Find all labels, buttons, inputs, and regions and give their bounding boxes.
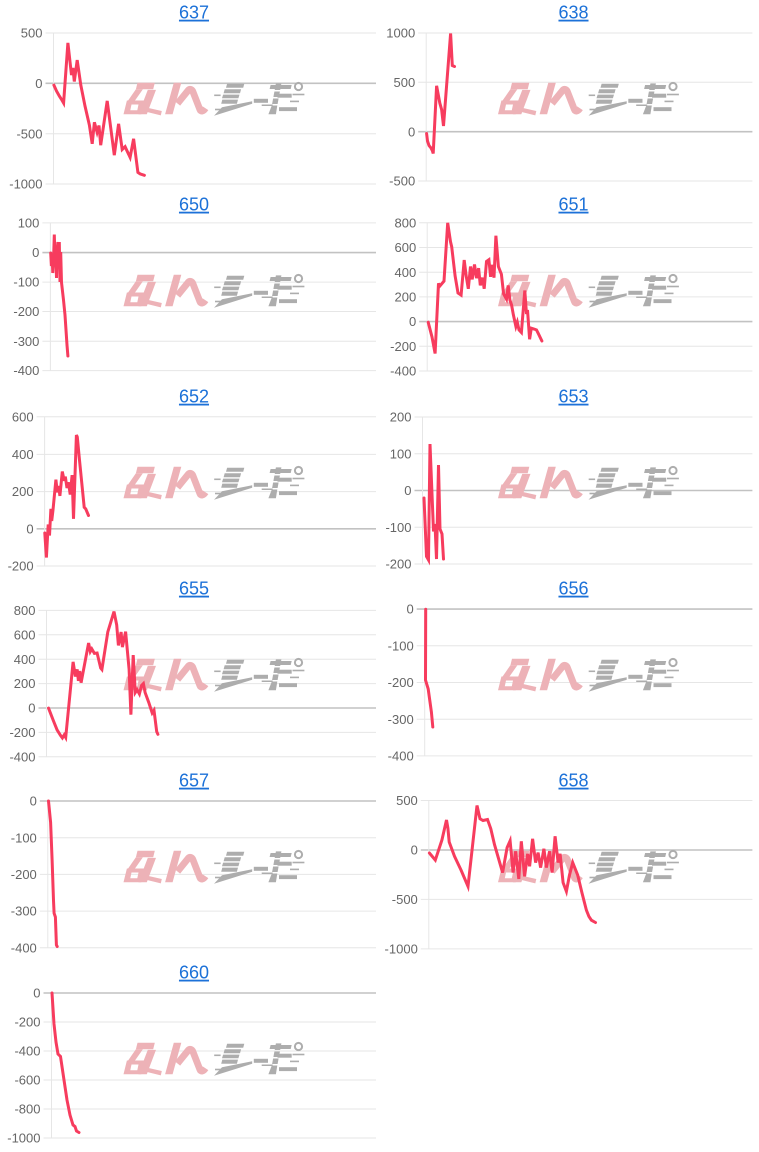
svg-text:652: 652 xyxy=(179,387,209,407)
svg-text:-1000: -1000 xyxy=(7,1131,40,1146)
svg-text:656: 656 xyxy=(558,579,588,599)
svg-text:500: 500 xyxy=(396,793,418,808)
svg-text:0: 0 xyxy=(33,986,40,1001)
svg-text:600: 600 xyxy=(12,409,34,424)
svg-text:-500: -500 xyxy=(389,174,415,189)
svg-text:400: 400 xyxy=(14,652,36,667)
svg-text:-1000: -1000 xyxy=(385,942,418,957)
svg-text:-100: -100 xyxy=(388,638,414,653)
svg-text:600: 600 xyxy=(14,627,36,642)
svg-text:-200: -200 xyxy=(8,559,34,574)
svg-text:-300: -300 xyxy=(388,712,414,727)
svg-text:-400: -400 xyxy=(9,749,35,764)
svg-text:-200: -200 xyxy=(11,867,37,882)
svg-text:400: 400 xyxy=(12,447,34,462)
svg-text:0: 0 xyxy=(408,124,415,139)
svg-text:0: 0 xyxy=(28,701,35,716)
svg-text:-300: -300 xyxy=(11,904,37,919)
svg-text:0: 0 xyxy=(35,76,42,91)
svg-text:-400: -400 xyxy=(390,364,416,379)
svg-text:-200: -200 xyxy=(13,304,39,319)
svg-text:-100: -100 xyxy=(385,520,411,535)
svg-text:400: 400 xyxy=(394,265,416,280)
svg-text:500: 500 xyxy=(393,75,415,90)
svg-text:500: 500 xyxy=(21,26,43,41)
svg-text:-100: -100 xyxy=(11,830,37,845)
svg-text:-400: -400 xyxy=(388,749,414,764)
svg-text:0: 0 xyxy=(404,483,411,498)
svg-text:100: 100 xyxy=(390,446,412,461)
svg-text:1000: 1000 xyxy=(386,26,415,41)
svg-text:0: 0 xyxy=(411,843,418,858)
svg-text:-200: -200 xyxy=(385,557,411,572)
svg-text:-200: -200 xyxy=(14,1015,40,1030)
svg-text:-300: -300 xyxy=(13,334,39,349)
svg-text:653: 653 xyxy=(558,387,588,407)
svg-text:-400: -400 xyxy=(13,363,39,378)
svg-text:200: 200 xyxy=(12,484,34,499)
svg-text:638: 638 xyxy=(558,3,588,23)
svg-text:600: 600 xyxy=(394,240,416,255)
svg-text:-500: -500 xyxy=(392,892,418,907)
svg-text:0: 0 xyxy=(32,245,39,260)
svg-text:655: 655 xyxy=(179,579,209,599)
svg-text:-500: -500 xyxy=(16,126,42,141)
svg-text:650: 650 xyxy=(179,195,209,215)
svg-text:0: 0 xyxy=(406,602,413,617)
svg-text:800: 800 xyxy=(14,603,36,618)
svg-text:200: 200 xyxy=(14,676,36,691)
svg-text:100: 100 xyxy=(18,216,40,231)
svg-text:200: 200 xyxy=(394,290,416,305)
svg-text:-100: -100 xyxy=(13,275,39,290)
svg-text:-400: -400 xyxy=(11,940,37,955)
svg-text:0: 0 xyxy=(26,521,33,536)
svg-text:-400: -400 xyxy=(14,1044,40,1059)
svg-text:0: 0 xyxy=(409,314,416,329)
svg-text:651: 651 xyxy=(558,195,588,215)
svg-text:657: 657 xyxy=(179,771,209,791)
svg-text:658: 658 xyxy=(558,771,588,791)
svg-text:-1000: -1000 xyxy=(9,177,42,192)
svg-text:0: 0 xyxy=(30,794,37,809)
svg-text:-600: -600 xyxy=(14,1073,40,1088)
svg-text:-800: -800 xyxy=(14,1102,40,1117)
svg-text:-200: -200 xyxy=(390,339,416,354)
svg-text:-200: -200 xyxy=(388,675,414,690)
svg-text:800: 800 xyxy=(394,215,416,230)
svg-text:-200: -200 xyxy=(9,725,35,740)
svg-text:660: 660 xyxy=(179,963,209,983)
svg-text:637: 637 xyxy=(179,3,209,23)
svg-text:200: 200 xyxy=(390,410,412,425)
